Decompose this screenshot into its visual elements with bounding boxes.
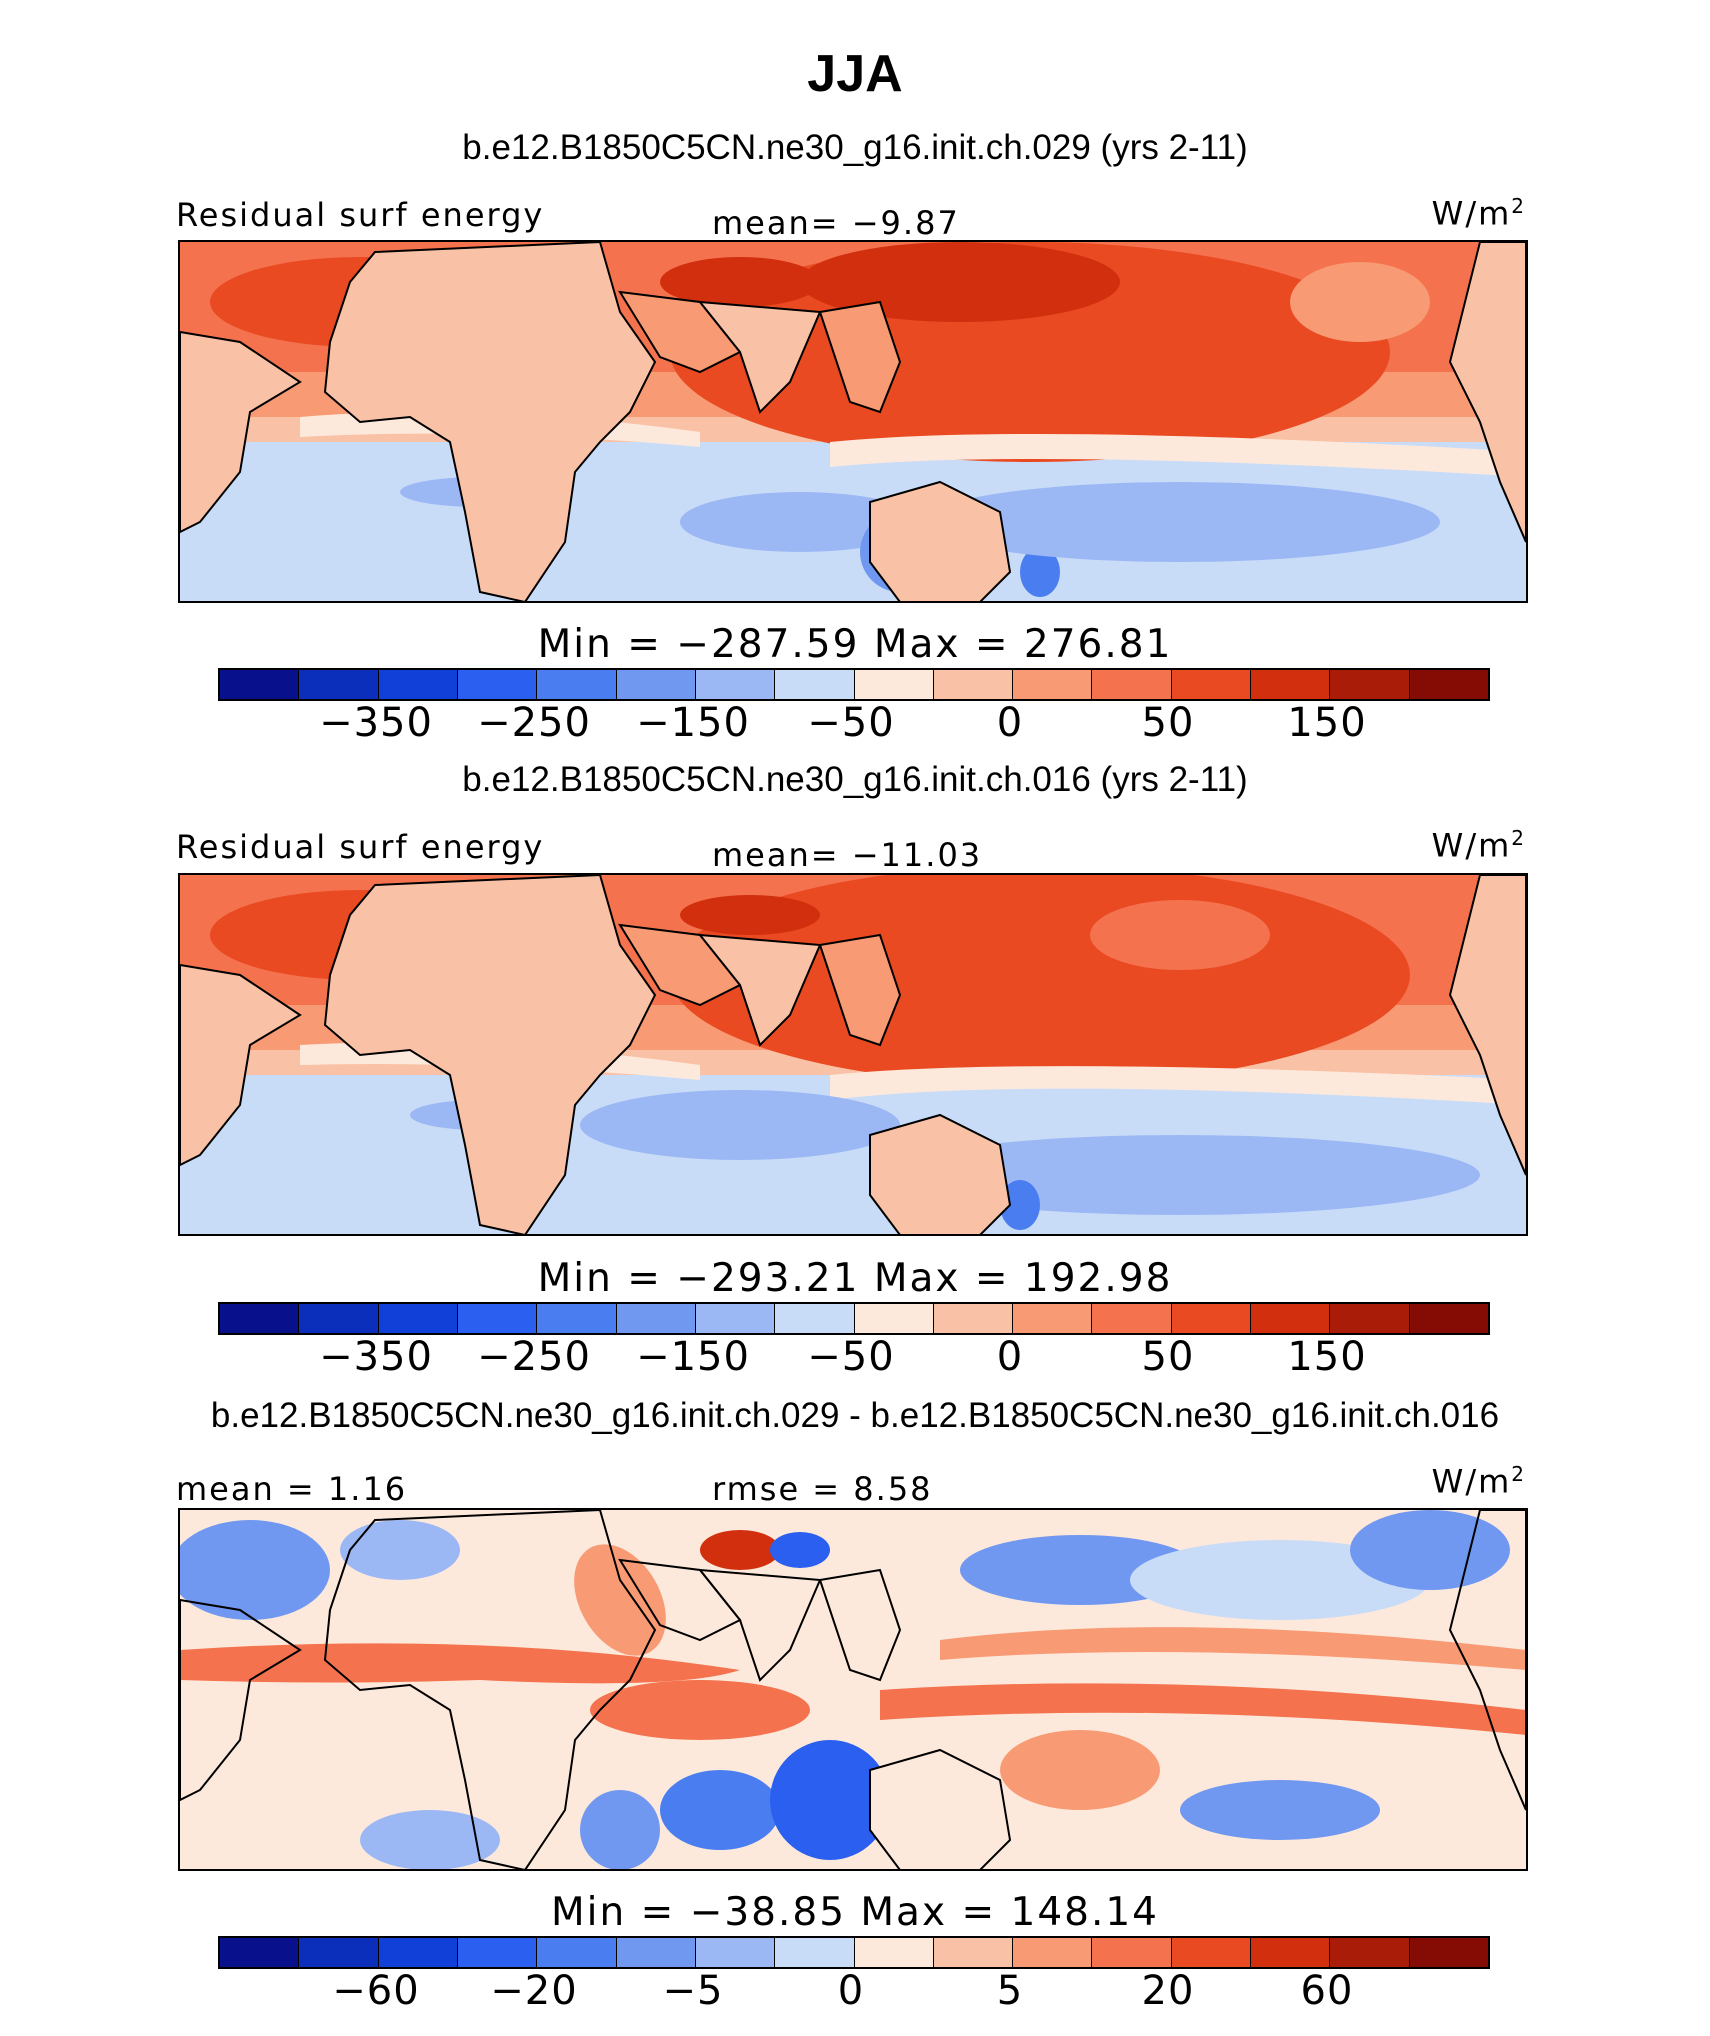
colorbar-box	[933, 670, 1014, 699]
colorbar-box	[1251, 1304, 1331, 1333]
panel-3-rmse-label: rmse = 8.58	[712, 1470, 933, 1508]
panel-2-units-label: W/m2	[1431, 826, 1526, 865]
colorbar-box	[457, 670, 538, 699]
panel-1-tick: 50	[1141, 700, 1195, 746]
colorbar-box	[378, 1938, 458, 1967]
colorbar-box	[775, 1304, 855, 1333]
colorbar-box	[616, 1304, 696, 1333]
panel-1-tick: −250	[477, 700, 591, 746]
panel-1-tick: −350	[319, 700, 433, 746]
colorbar-box	[457, 1304, 538, 1333]
panel-2-case-title: b.e12.B1850C5CN.ne30_g16.init.ch.016 (yr…	[462, 760, 1248, 799]
panel-1-mean-label: mean= −9.87	[712, 204, 960, 242]
colorbar-box	[616, 1938, 696, 1967]
colorbar-box	[537, 1938, 617, 1967]
panel-2-colorbar	[218, 1302, 1490, 1335]
panel-3-mean-label: mean = 1.16	[176, 1470, 408, 1508]
panel-2-mean-label: mean= −11.03	[712, 836, 983, 874]
panel-3-tick: 20	[1141, 1968, 1195, 2014]
colorbar-box	[854, 670, 934, 699]
colorbar-box	[1171, 1938, 1252, 1967]
panel-3-tick: −5	[662, 1968, 724, 2014]
colorbar-box	[537, 670, 617, 699]
panel-2-tick: −250	[477, 1334, 591, 1380]
panel-1-units-label: W/m2	[1431, 194, 1526, 233]
panel-1-tick: −50	[807, 700, 895, 746]
colorbar-box	[220, 1304, 300, 1333]
panel-3-min-max: Min = −38.85 Max = 148.14	[551, 1890, 1159, 1935]
colorbar-box	[1092, 1938, 1172, 1967]
panel-3-map	[178, 1508, 1528, 1871]
colorbar-box	[695, 1938, 776, 1967]
colorbar-box	[1171, 670, 1252, 699]
panel-3-tick: 5	[996, 1968, 1024, 2014]
panel-2-tick: −150	[636, 1334, 750, 1380]
panel-3-case-title: b.e12.B1850C5CN.ne30_g16.init.ch.029 - b…	[210, 1396, 1500, 1435]
colorbar-box	[378, 1304, 458, 1333]
colorbar-box	[1330, 670, 1410, 699]
panel-2-tick: 150	[1287, 1334, 1367, 1380]
panel-3-tick: −20	[490, 1968, 578, 2014]
colorbar-box	[1330, 1938, 1410, 1967]
colorbar-box	[1013, 670, 1093, 699]
panel-1-variable-label: Residual surf energy	[176, 196, 545, 234]
colorbar-box	[1409, 670, 1488, 699]
colorbar-box	[1171, 1304, 1252, 1333]
panel-1-colorbar	[218, 668, 1490, 701]
colorbar-box	[1330, 1304, 1410, 1333]
colorbar-box	[775, 670, 855, 699]
panel-3-units-label: W/m2	[1431, 1462, 1526, 1501]
panel-2-variable-label: Residual surf energy	[176, 828, 545, 866]
colorbar-box	[220, 1938, 300, 1967]
panel-3-tick: −60	[332, 1968, 420, 2014]
colorbar-box	[695, 670, 776, 699]
colorbar-box	[1251, 1938, 1331, 1967]
colorbar-box	[1092, 670, 1172, 699]
panel-1-case-title: b.e12.B1850C5CN.ne30_g16.init.ch.029 (yr…	[462, 128, 1248, 167]
colorbar-box	[933, 1304, 1014, 1333]
colorbar-box	[299, 670, 379, 699]
colorbar-box	[1013, 1938, 1093, 1967]
panel-2-map	[178, 873, 1528, 1236]
colorbar-box	[299, 1304, 379, 1333]
panel-3-tick: 60	[1300, 1968, 1354, 2014]
colorbar-box	[299, 1938, 379, 1967]
panel-2-tick: 50	[1141, 1334, 1195, 1380]
panel-1-map	[178, 240, 1528, 603]
colorbar-box	[1409, 1938, 1488, 1967]
colorbar-box	[775, 1938, 855, 1967]
panel-1-min-max: Min = −287.59 Max = 276.81	[537, 622, 1173, 667]
colorbar-box	[1251, 670, 1331, 699]
colorbar-box	[457, 1938, 538, 1967]
panel-2-tick: 0	[996, 1334, 1024, 1380]
panel-2-min-max: Min = −293.21 Max = 192.98	[537, 1256, 1173, 1301]
colorbar-box	[1409, 1304, 1488, 1333]
colorbar-box	[616, 670, 696, 699]
panel-1-tick: −150	[636, 700, 750, 746]
colorbar-box	[378, 670, 458, 699]
colorbar-box	[1013, 1304, 1093, 1333]
colorbar-box	[854, 1304, 934, 1333]
panel-3-tick: 0	[837, 1968, 865, 2014]
panel-1-tick: 0	[996, 700, 1024, 746]
colorbar-box	[1092, 1304, 1172, 1333]
colorbar-box	[933, 1938, 1014, 1967]
panel-1-tick: 150	[1287, 700, 1367, 746]
colorbar-box	[854, 1938, 934, 1967]
panel-2-tick: −350	[319, 1334, 433, 1380]
colorbar-box	[220, 670, 300, 699]
figure-title: JJA	[807, 45, 903, 103]
panel-2-tick: −50	[807, 1334, 895, 1380]
colorbar-box	[537, 1304, 617, 1333]
panel-3-colorbar	[218, 1936, 1490, 1969]
colorbar-box	[695, 1304, 776, 1333]
